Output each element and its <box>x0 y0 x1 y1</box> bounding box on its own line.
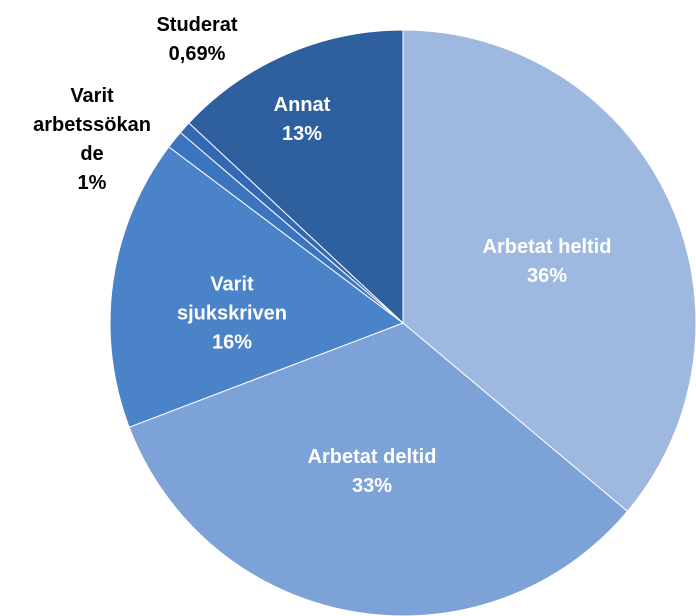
category-label: Varit arbetssökande <box>33 85 151 165</box>
value-label: 33% <box>351 475 393 497</box>
pie-slice <box>128 322 629 616</box>
category-label: Annat <box>273 94 331 116</box>
value-label: 36% <box>526 265 568 287</box>
slice-label: Studerat 0,69% <box>127 11 267 69</box>
pie-slice <box>402 29 696 513</box>
slice-label: Arbetat deltid 33% <box>302 443 442 501</box>
slice-label: Arbetat heltid 36% <box>477 233 617 291</box>
slice-label: Varit sjukskriven 16% <box>157 271 307 358</box>
category-label: Studerat <box>156 14 238 36</box>
category-label: Arbetat heltid <box>482 236 612 258</box>
value-label: 16% <box>211 331 253 354</box>
value-label: 0,69% <box>168 43 226 65</box>
slice-label: Annat 13% <box>232 91 372 149</box>
pie-slice <box>188 29 404 325</box>
value-label: 13% <box>281 123 323 145</box>
slice-label: Varit arbetssökande 1% <box>32 82 152 198</box>
pie-slice <box>109 146 405 428</box>
value-label: 1% <box>77 172 107 194</box>
category-label: Arbetat deltid <box>307 446 437 468</box>
category-label: Varit sjukskriven <box>176 273 288 325</box>
